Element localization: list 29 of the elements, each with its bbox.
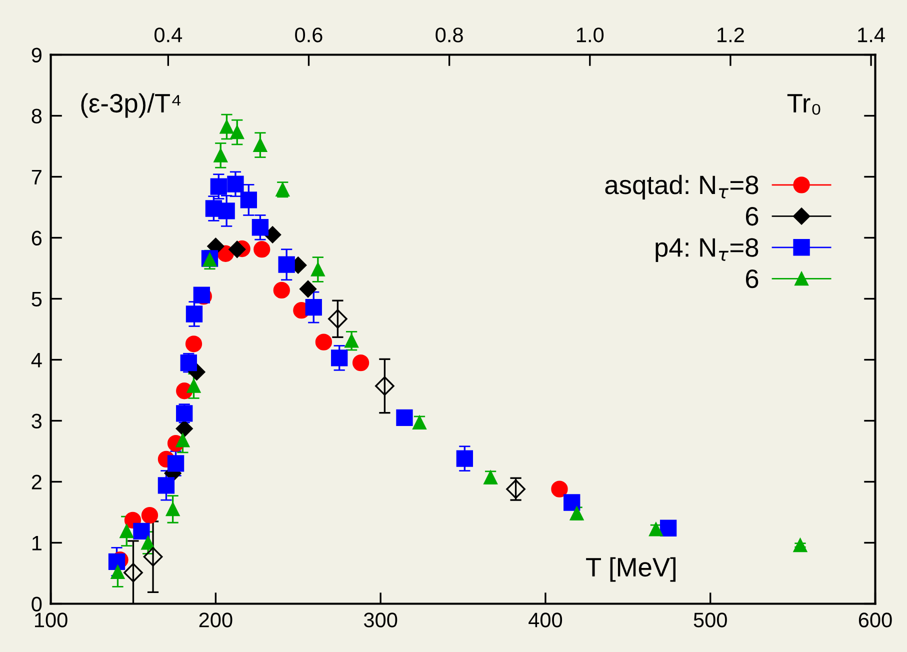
legend-label: p4: N$_{τ}$=8 [656, 238, 758, 262]
y-tick-label: 8 [32, 108, 42, 124]
y-axis-title: (ε-3p)/T⁴ [81, 93, 181, 118]
x2-tick-label: 1.0 [577, 28, 604, 42]
legend-label: 6 [746, 207, 758, 226]
x-tick-label: 200 [199, 612, 232, 628]
legend-label: asqtad: N$_{τ}$=8 [605, 174, 758, 200]
y-tick-label: 1 [32, 536, 42, 550]
x-axis-title: T [MeV] [586, 557, 676, 582]
y-tick-label: 6 [32, 230, 42, 246]
x2-tick-label: 0.4 [154, 28, 182, 42]
legend-label: 6 [746, 269, 758, 288]
y-tick-label: 4 [31, 352, 42, 368]
y-tick-label: 7 [32, 170, 42, 184]
x2-tick-label: 0.8 [436, 28, 463, 42]
x2-tick-label: 1.4 [858, 28, 885, 42]
y-tick-label: 2 [32, 474, 42, 490]
y-tick-label: 3 [32, 414, 42, 429]
y-tick-label: 5 [32, 292, 42, 307]
y-tick-label: 0 [32, 596, 42, 612]
x-tick-label: 100 [35, 612, 68, 628]
y-tick-label: 9 [32, 48, 42, 63]
x2-tick-label: 0.6 [295, 28, 322, 42]
x-tick-label: 300 [364, 612, 398, 628]
x2-axis-title: Tr₀ [787, 94, 820, 115]
x-tick-label: 500 [694, 612, 727, 628]
x-tick-label: 600 [858, 612, 892, 628]
x-tick-label: 400 [528, 612, 562, 628]
x2-tick-label: 1.2 [718, 28, 744, 42]
